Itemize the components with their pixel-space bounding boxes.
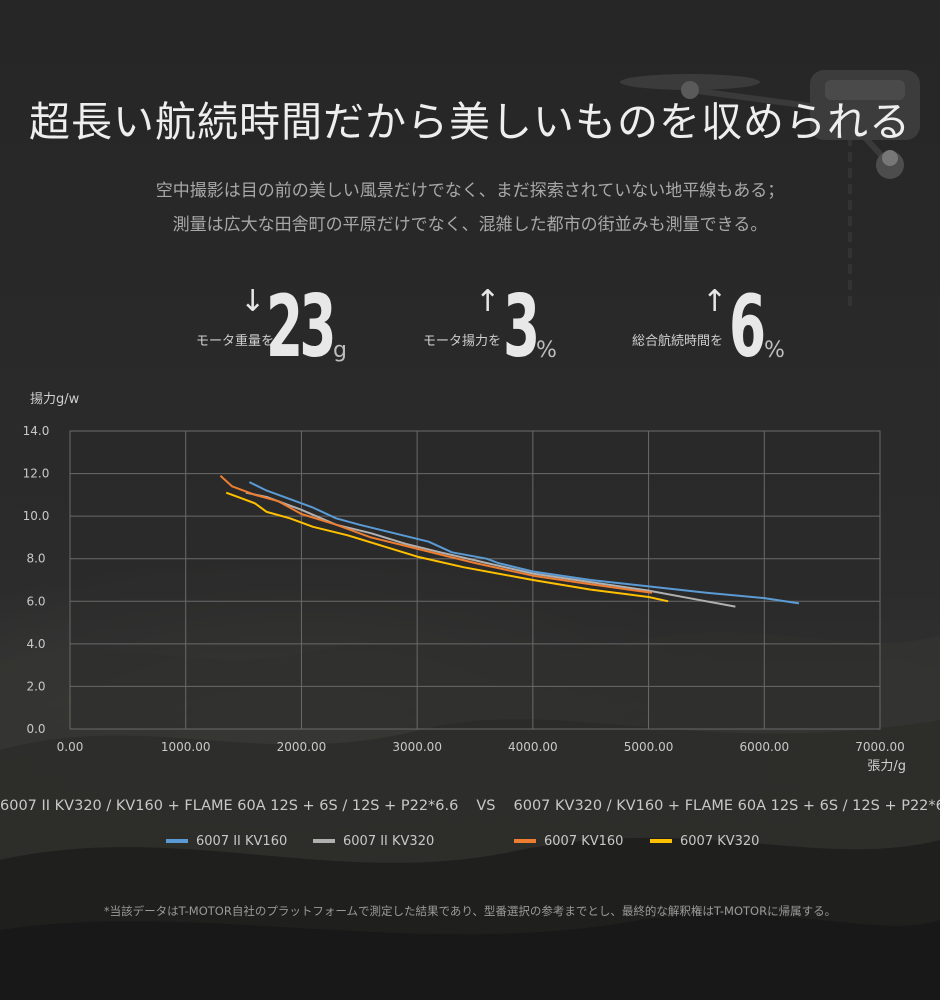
arrow-up-icon: ↑ bbox=[702, 284, 728, 319]
x-tick-label: 3000.00 bbox=[392, 740, 442, 754]
legend-item: 6007 II KV160 bbox=[166, 834, 287, 849]
y-tick-label: 4.0 bbox=[26, 637, 45, 651]
x-axis-label: 張力/g bbox=[867, 759, 906, 774]
x-tick-label: 0.00 bbox=[57, 740, 84, 754]
legend-label: 6007 II KV320 bbox=[343, 834, 435, 849]
legend-swatch bbox=[166, 838, 188, 843]
stat-label: モータ重量を bbox=[196, 334, 275, 349]
x-tick-label: 5000.00 bbox=[624, 740, 674, 754]
stat-unit: % bbox=[764, 338, 785, 363]
y-tick-label: 8.0 bbox=[26, 552, 45, 566]
x-tick-label: 2000.00 bbox=[277, 740, 327, 754]
legend-label: 6007 II KV160 bbox=[196, 834, 288, 849]
landscape-hills bbox=[0, 632, 940, 1000]
legend-swatch bbox=[514, 838, 536, 843]
stat-flight-time: ↑ 総合航続時間を 6 % bbox=[632, 282, 802, 372]
series-line bbox=[225, 491, 669, 603]
y-tick-label: 14.0 bbox=[23, 424, 50, 438]
comparison-vs: VS bbox=[476, 798, 496, 814]
legend-label: 6007 KV320 bbox=[680, 834, 760, 849]
x-tick-label: 4000.00 bbox=[508, 740, 558, 754]
footnote: *当該データはT-MOTOR自社のプラットフォームで測定した結果であり、型番選択… bbox=[103, 904, 837, 918]
arrow-up-icon: ↑ bbox=[475, 284, 501, 319]
y-tick-label: 10.0 bbox=[23, 509, 50, 523]
series-line bbox=[248, 481, 800, 605]
x-tick-label: 6000.00 bbox=[739, 740, 789, 754]
drone-image bbox=[620, 70, 920, 310]
stat-value: 6 bbox=[729, 277, 766, 377]
legend-swatch bbox=[650, 838, 672, 843]
legend-item: 6007 KV320 bbox=[650, 834, 759, 849]
stat-motor-weight: ↓ モータ重量を 23 g bbox=[196, 282, 366, 372]
comparison-right: 6007 KV320 / KV160 + FLAME 60A 12S + 6S … bbox=[513, 798, 940, 814]
page-title: 超長い航続時間だから美しいものを収められる bbox=[29, 98, 911, 146]
stat-label: 総合航続時間を bbox=[632, 334, 724, 349]
y-axis-label: 揚力g/w bbox=[30, 391, 80, 407]
y-tick-label: 12.0 bbox=[23, 467, 50, 481]
subtitle-line-2: 測量は広大な田舎町の平原だけでなく、混雑した都市の街並みも測量できる。 bbox=[172, 215, 768, 235]
chart-legend: 6007 II KV160 6007 II KV320 6007 KV160 6… bbox=[0, 834, 940, 854]
x-tick-label: 7000.00 bbox=[855, 740, 905, 754]
series-line bbox=[219, 474, 653, 594]
legend-label: 6007 KV160 bbox=[544, 834, 624, 849]
series-line bbox=[245, 491, 736, 608]
x-tick-label: 1000.00 bbox=[161, 740, 211, 754]
stat-value: 23 bbox=[266, 277, 336, 377]
comparison-line: 6007 II KV320 / KV160 + FLAME 60A 12S + … bbox=[0, 798, 940, 814]
legend-item: 6007 II KV320 bbox=[313, 834, 434, 849]
arrow-down-icon: ↓ bbox=[240, 284, 266, 319]
y-tick-label: 2.0 bbox=[26, 679, 45, 693]
subtitle-line-1: 空中撮影は目の前の美しい風景だけでなく、まだ探索されていない地平線もある； bbox=[155, 181, 785, 201]
stat-unit: % bbox=[536, 338, 557, 363]
legend-swatch bbox=[313, 838, 335, 843]
thrust-efficiency-chart: 0.0 2.0 4.0 6.0 8.0 10.0 12.0 14.0 0.00 1000.00 20… bbox=[23, 391, 906, 774]
stat-unit: g bbox=[333, 338, 347, 363]
plot-area bbox=[69, 430, 881, 730]
stat-value: 3 bbox=[503, 277, 540, 377]
stat-motor-thrust: ↑ モータ揚力を 3 % bbox=[423, 282, 583, 372]
stat-label: モータ揚力を bbox=[423, 334, 502, 349]
y-tick-label: 6.0 bbox=[26, 594, 45, 608]
y-tick-label: 0.0 bbox=[26, 722, 45, 736]
legend-item: 6007 KV160 bbox=[514, 834, 623, 849]
comparison-left: 6007 II KV320 / KV160 + FLAME 60A 12S + … bbox=[0, 798, 459, 814]
